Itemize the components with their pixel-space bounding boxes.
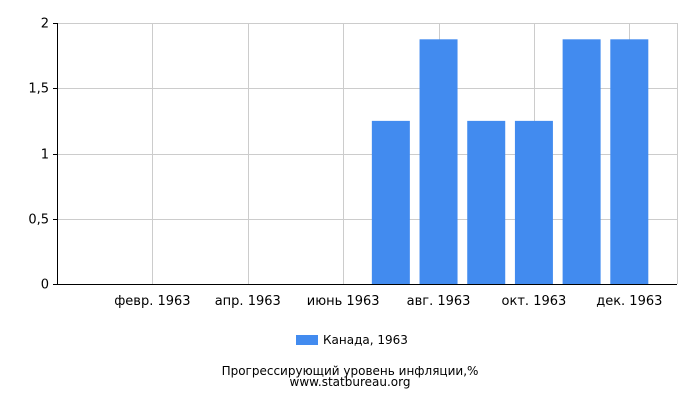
x-tick-label: окт. 1963 — [502, 294, 567, 309]
y-tick-label: 2 — [41, 17, 49, 32]
y-tick-label: 1,5 — [28, 82, 49, 97]
y-axis-tick-labels: 0 0,5 1 1,5 2 — [28, 17, 49, 293]
x-tick-label: июнь 1963 — [307, 294, 380, 309]
bar — [514, 120, 553, 284]
y-tick-label: 1 — [41, 148, 49, 163]
bar — [419, 39, 458, 284]
x-tick-label: апр. 1963 — [215, 294, 281, 309]
x-axis-tick-labels: февр. 1963 апр. 1963 июнь 1963 авг. 1963 окт… — [114, 294, 662, 309]
bar — [610, 39, 649, 284]
bar — [467, 120, 506, 284]
bar — [371, 120, 410, 284]
x-tick-label: дек. 1963 — [596, 294, 662, 309]
legend-label: Канада, 1963 — [323, 333, 408, 347]
legend-swatch — [296, 335, 318, 345]
axes — [53, 23, 677, 285]
y-tick-label: 0 — [41, 278, 49, 293]
y-tick-label: 0,5 — [28, 213, 49, 228]
legend: Канада, 1963 — [296, 333, 408, 347]
x-tick-label: авг. 1963 — [407, 294, 471, 309]
chart-title: Прогрессирующий уровень инфляции,% — [221, 364, 479, 378]
bar — [562, 39, 601, 284]
x-tick-label: февр. 1963 — [114, 294, 190, 309]
source-url[interactable]: www.statbureau.org — [289, 375, 411, 389]
bar-series — [371, 39, 649, 284]
